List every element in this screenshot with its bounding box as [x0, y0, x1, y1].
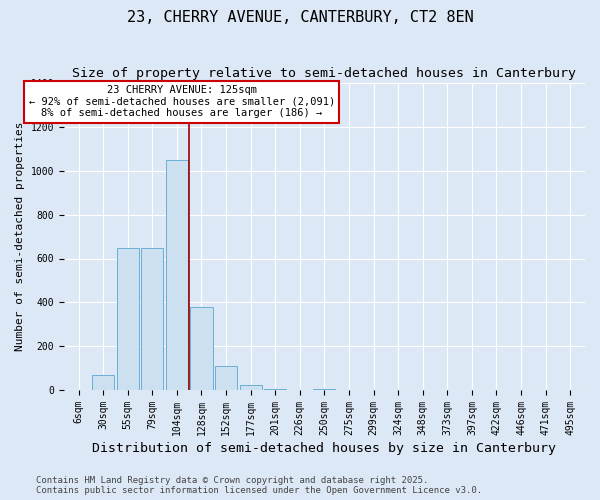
Bar — [116, 248, 139, 390]
Text: Contains HM Land Registry data © Crown copyright and database right 2025.
Contai: Contains HM Land Registry data © Crown c… — [36, 476, 482, 495]
Text: 23, CHERRY AVENUE, CANTERBURY, CT2 8EN: 23, CHERRY AVENUE, CANTERBURY, CT2 8EN — [127, 10, 473, 25]
Title: Size of property relative to semi-detached houses in Canterbury: Size of property relative to semi-detach… — [73, 68, 577, 80]
Bar — [239, 384, 262, 390]
Y-axis label: Number of semi-detached properties: Number of semi-detached properties — [15, 122, 25, 352]
Bar — [166, 160, 188, 390]
Bar — [141, 248, 163, 390]
Bar — [264, 389, 286, 390]
Bar — [313, 389, 335, 390]
Text: 23 CHERRY AVENUE: 125sqm
← 92% of semi-detached houses are smaller (2,091)
8% of: 23 CHERRY AVENUE: 125sqm ← 92% of semi-d… — [29, 85, 335, 118]
X-axis label: Distribution of semi-detached houses by size in Canterbury: Distribution of semi-detached houses by … — [92, 442, 556, 455]
Bar — [92, 374, 114, 390]
Bar — [215, 366, 237, 390]
Bar — [190, 306, 212, 390]
